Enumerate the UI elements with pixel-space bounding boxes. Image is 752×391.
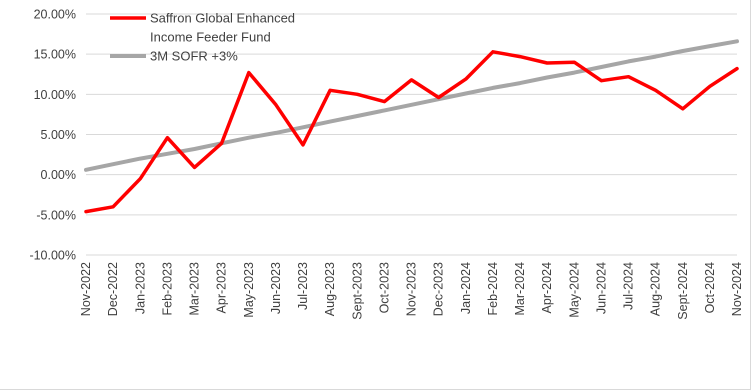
x-tick-label: Jul-2024 [622,262,636,310]
x-tick-label: Jun-2024 [594,262,608,314]
series-lines [84,39,739,214]
x-tick-label: Mar-2024 [513,262,527,316]
legend-label-1: 3M SOFR +3% [150,49,238,64]
x-tick-label: Oct-2024 [703,262,717,313]
x-tick-label: Aug-2024 [649,262,663,316]
x-tick-label: Nov-2022 [79,262,93,316]
x-tick-label: Feb-2023 [160,262,174,316]
x-tick-label: Jul-2023 [296,262,310,310]
x-tick-label: Feb-2024 [486,262,500,316]
x-tick-label: May-2023 [242,262,256,318]
x-tick-label: Apr-2023 [215,262,229,313]
y-tick-label: -10.00% [29,249,76,263]
x-tick-label: Apr-2024 [540,262,554,313]
x-tick-label: Jan-2024 [459,262,473,314]
x-tick-label: Nov-2023 [405,262,419,316]
legend: Saffron Global Enhanced Income Feeder Fun… [110,11,295,64]
legend-label-0: Saffron Global Enhanced Income Feeder Fun… [150,11,295,45]
x-tick-label: Sept-2024 [676,262,690,320]
x-tick-label: Aug-2023 [323,262,337,316]
y-tick-label: 10.00% [34,88,76,102]
gridlines [86,13,737,256]
y-tick-label: 15.00% [34,48,76,62]
x-tick-label: Dec-2023 [432,262,446,316]
series-line-1 [84,39,739,172]
y-tick-label: 5.00% [41,128,76,142]
y-axis-ticks: 20.00% 15.00% 10.00% 5.00% 0.00% -5.00% -10.00… [29,8,76,263]
x-tick-label: Mar-2023 [188,262,202,316]
x-tick-label: Jan-2023 [133,262,147,314]
x-axis-ticks: Nov-2022 Dec-2022 Jan-2023 Feb-2023 Mar-2023… [79,262,744,320]
x-tick-label: May-2024 [567,262,581,318]
y-tick-label: -5.00% [36,208,76,222]
y-tick-label: 0.00% [41,168,76,182]
series-line-0 [84,50,739,214]
x-tick-label: Dec-2022 [106,262,120,316]
y-tick-label: 20.00% [34,8,76,22]
x-tick-label: Sept-2023 [350,262,364,320]
x-tick-label: Nov-2024 [730,262,744,316]
x-tick-label: Jun-2023 [269,262,283,314]
x-tick-label: Oct-2023 [377,262,391,313]
